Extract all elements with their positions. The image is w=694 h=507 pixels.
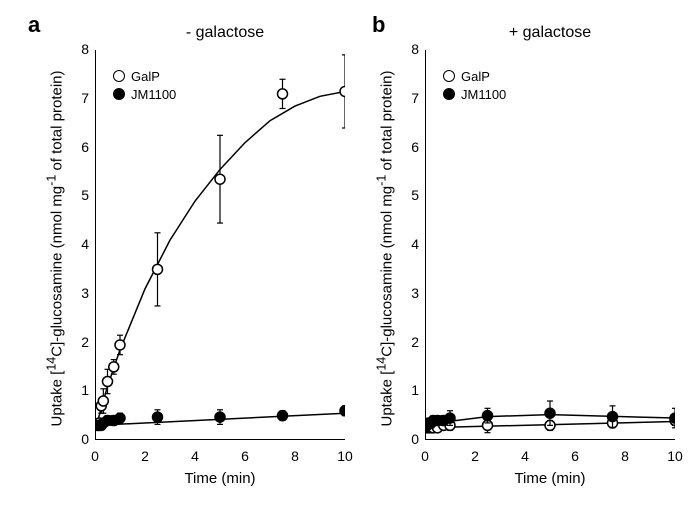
ytick-label: 0	[73, 431, 89, 447]
legend-marker-jm1100-b	[443, 88, 455, 100]
legend-label-jm1100-b: JM1100	[461, 87, 506, 102]
xtick-label: 6	[235, 448, 255, 464]
xtick-label: 4	[515, 448, 535, 464]
legend-marker-galp-a	[113, 70, 125, 82]
x-axis-label-b: Time (min)	[425, 470, 675, 487]
ytick-label: 8	[73, 41, 89, 57]
ytick-label: 2	[403, 334, 419, 350]
ytick-label: 8	[403, 41, 419, 57]
legend-b: GalP JM1100	[443, 67, 506, 103]
chart-a	[95, 50, 345, 440]
ytick-label: 7	[403, 90, 419, 106]
ytick-label: 7	[73, 90, 89, 106]
ytick-label: 6	[73, 139, 89, 155]
legend-row-jm1100-b: JM1100	[443, 85, 506, 103]
legend-a: GalP JM1100	[113, 67, 176, 103]
xtick-label: 0	[415, 448, 435, 464]
xtick-label: 10	[335, 448, 355, 464]
chart-b	[425, 50, 675, 440]
y-axis-label-b: Uptake [14C]-glucosamine (nmol mg-1 of t…	[375, 54, 396, 444]
xtick-label: 2	[465, 448, 485, 464]
x-axis-label-a: Time (min)	[95, 470, 345, 487]
panel-a-title: - galactose	[150, 24, 300, 42]
ytick-label: 3	[403, 285, 419, 301]
xtick-label: 2	[135, 448, 155, 464]
y-axis-label-a: Uptake [14C]-glucosamine (nmol mg-1 of t…	[45, 54, 66, 444]
ytick-label: 1	[403, 382, 419, 398]
ytick-label: 6	[403, 139, 419, 155]
xtick-label: 0	[85, 448, 105, 464]
ytick-label: 3	[73, 285, 89, 301]
panel-a-letter: a	[28, 12, 40, 38]
xtick-label: 6	[565, 448, 585, 464]
ytick-label: 1	[73, 382, 89, 398]
legend-label-galp-b: GalP	[461, 69, 490, 84]
ytick-label: 5	[403, 187, 419, 203]
legend-label-galp-a: GalP	[131, 69, 160, 84]
legend-row-galp-a: GalP	[113, 67, 176, 85]
ytick-label: 5	[73, 187, 89, 203]
panel-b-letter: b	[372, 12, 385, 38]
panel-b-title: + galactose	[475, 24, 625, 42]
figure: a b - galactose + galactose Uptake [14C]…	[0, 0, 694, 507]
legend-row-galp-b: GalP	[443, 67, 506, 85]
ytick-label: 0	[403, 431, 419, 447]
xtick-label: 10	[665, 448, 685, 464]
legend-marker-galp-b	[443, 70, 455, 82]
xtick-label: 4	[185, 448, 205, 464]
xtick-label: 8	[285, 448, 305, 464]
xtick-label: 8	[615, 448, 635, 464]
legend-label-jm1100-a: JM1100	[131, 87, 176, 102]
legend-row-jm1100-a: JM1100	[113, 85, 176, 103]
ytick-label: 4	[403, 236, 419, 252]
ytick-label: 2	[73, 334, 89, 350]
legend-marker-jm1100-a	[113, 88, 125, 100]
ytick-label: 4	[73, 236, 89, 252]
